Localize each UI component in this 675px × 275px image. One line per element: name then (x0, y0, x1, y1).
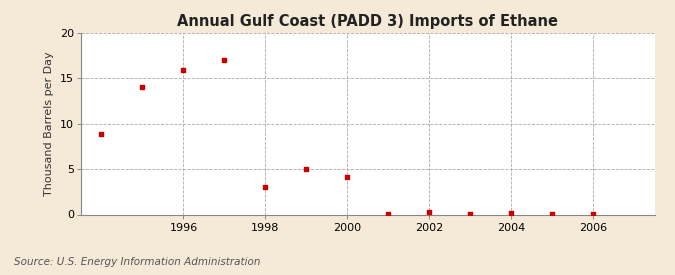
Point (219, 58, 230, 62)
Point (588, 211, 599, 216)
Point (465, 211, 476, 216)
Point (342, 175, 353, 180)
Point (383, 211, 394, 216)
Text: Source: U.S. Energy Information Administration: Source: U.S. Energy Information Administ… (14, 257, 260, 267)
Y-axis label: Thousand Barrels per Day: Thousand Barrels per Day (45, 51, 55, 196)
Point (260, 185, 271, 189)
Title: Annual Gulf Coast (PADD 3) Imports of Ethane: Annual Gulf Coast (PADD 3) Imports of Et… (178, 14, 558, 29)
Point (301, 167, 312, 171)
Point (137, 85, 148, 90)
Point (547, 211, 558, 216)
Point (178, 68, 189, 72)
Point (506, 210, 516, 215)
Point (96, 131, 107, 136)
Point (424, 210, 435, 214)
